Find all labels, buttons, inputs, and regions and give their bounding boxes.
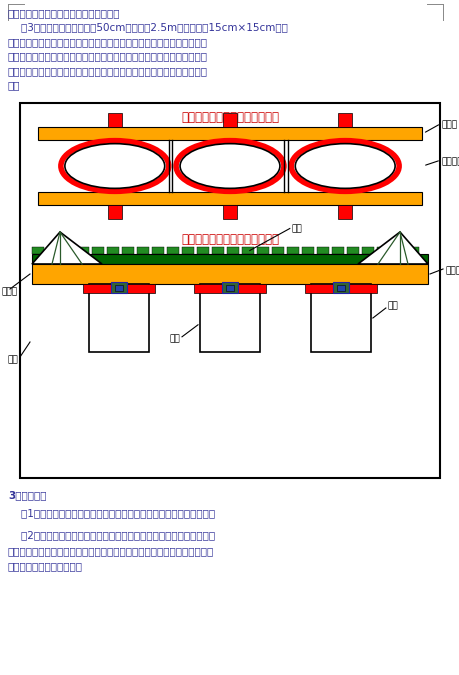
Bar — [62, 247, 74, 254]
Bar — [226, 285, 234, 291]
Bar — [32, 247, 44, 254]
Bar — [287, 247, 299, 254]
Polygon shape — [358, 232, 428, 264]
Bar — [338, 205, 352, 219]
Bar — [257, 247, 269, 254]
Bar — [317, 247, 329, 254]
Text: 砼柱: 砼柱 — [388, 302, 398, 311]
Bar — [152, 247, 164, 254]
Ellipse shape — [295, 144, 395, 188]
Bar — [115, 285, 123, 291]
Ellipse shape — [291, 140, 399, 191]
Bar — [108, 205, 122, 219]
Bar — [32, 254, 428, 264]
Ellipse shape — [61, 140, 169, 191]
Ellipse shape — [180, 144, 280, 188]
Bar — [197, 247, 209, 254]
Bar — [137, 247, 149, 254]
Bar — [83, 284, 155, 293]
Text: （2）盖梁底板采用定型钢模板，盖梁底板不平整的地方可以在工字钢: （2）盖梁底板采用定型钢模板，盖梁底板不平整的地方可以在工字钢 — [8, 531, 215, 540]
Text: 工字钢: 工字钢 — [442, 121, 458, 130]
Bar — [200, 284, 260, 352]
Bar — [362, 247, 374, 254]
Bar — [167, 247, 179, 254]
Bar — [377, 247, 389, 254]
Bar — [108, 113, 122, 127]
Bar — [407, 247, 419, 254]
Text: 对拉钢筋: 对拉钢筋 — [442, 157, 459, 166]
Text: （3）在工字钢顺桥方向每50cm安放一根2.5m长的方木（15cm×15cm），: （3）在工字钢顺桥方向每50cm安放一根2.5m长的方木（15cm×15cm）， — [8, 22, 288, 32]
Bar — [182, 247, 194, 254]
Bar — [20, 103, 440, 478]
Bar — [223, 113, 237, 127]
Ellipse shape — [176, 140, 284, 191]
Bar — [92, 247, 104, 254]
Bar — [122, 247, 134, 254]
Bar — [194, 284, 266, 293]
Bar — [111, 282, 127, 293]
Text: 砼柱: 砼柱 — [169, 334, 180, 344]
Text: 3、盖梁底板: 3、盖梁底板 — [8, 490, 46, 500]
Bar — [302, 247, 314, 254]
Bar — [347, 247, 359, 254]
Bar — [333, 282, 349, 293]
Text: 桥墩盖梁底板支撑示意图（二）: 桥墩盖梁底板支撑示意图（二） — [181, 233, 279, 246]
Text: 方木作为盖梁底板的支撑，同时作为浇筑混凝土时的工作平台。在盖梁侧: 方木作为盖梁底板的支撑，同时作为浇筑混凝土时的工作平台。在盖梁侧 — [8, 37, 208, 47]
Text: 垫重: 垫重 — [7, 356, 18, 365]
Text: 底层板: 底层板 — [445, 266, 459, 275]
Polygon shape — [32, 232, 102, 264]
Bar — [332, 247, 344, 254]
Text: 接头用扒钉连接，并排两板的接头不能在同一直线上，确保施工平台的安: 接头用扒钉连接，并排两板的接头不能在同一直线上，确保施工平台的安 — [8, 66, 208, 76]
Bar — [38, 192, 422, 205]
Bar — [227, 247, 239, 254]
Bar — [223, 205, 237, 219]
Text: 桥墩盖梁底板支撑示意图（一）: 桥墩盖梁底板支撑示意图（一） — [181, 111, 279, 124]
Bar — [38, 127, 422, 140]
Text: 工字钢通过螺丝紧紧对拉在立柱的两侧。: 工字钢通过螺丝紧紧对拉在立柱的两侧。 — [8, 8, 121, 18]
Text: 方木: 方木 — [292, 224, 302, 233]
Bar — [338, 113, 352, 127]
Text: 模外侧位置的方木上面搭上长木板，用扒钉使其和方木紧紧固定，板与板: 模外侧位置的方木上面搭上长木板，用扒钉使其和方木紧紧固定，板与板 — [8, 51, 208, 61]
Bar — [212, 247, 224, 254]
Bar — [337, 285, 345, 291]
Bar — [392, 247, 404, 254]
Bar — [47, 247, 59, 254]
Text: 用墨斗弹出侧模的位置线。: 用墨斗弹出侧模的位置线。 — [8, 562, 83, 571]
Bar — [32, 264, 428, 284]
Bar — [311, 284, 371, 352]
Text: （1）安装盖梁模板前先放出立柱的中心位置，复测立柱的柱顶标高。: （1）安装盖梁模板前先放出立柱的中心位置，复测立柱的柱顶标高。 — [8, 508, 215, 518]
Bar — [305, 284, 377, 293]
Bar — [272, 247, 284, 254]
Text: 和支撑方木之间用木对肩进行调整。在调整好的底板上根据盖梁设计尺寸，: 和支撑方木之间用木对肩进行调整。在调整好的底板上根据盖梁设计尺寸， — [8, 546, 214, 556]
Bar — [242, 247, 254, 254]
Bar — [89, 284, 149, 352]
Bar — [107, 247, 119, 254]
Bar — [222, 282, 238, 293]
Bar — [77, 247, 89, 254]
Text: 工字钢: 工字钢 — [2, 288, 18, 296]
Text: 全。: 全。 — [8, 80, 21, 90]
Ellipse shape — [65, 144, 165, 188]
